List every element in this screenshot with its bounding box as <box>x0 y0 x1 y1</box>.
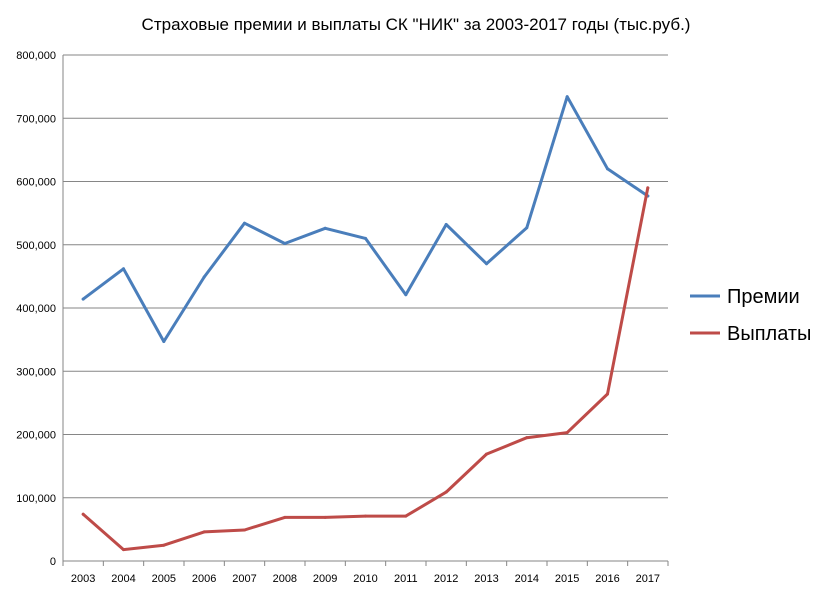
data-point <box>565 431 569 435</box>
y-tick-label: 700,000 <box>16 113 56 125</box>
data-point <box>364 236 367 240</box>
gridlines <box>63 54 668 499</box>
x-tick-label: 2014 <box>515 573 539 585</box>
data-point <box>202 275 206 279</box>
data-point <box>364 514 367 518</box>
x-tick-label: 2016 <box>595 573 619 585</box>
data-point <box>323 515 327 519</box>
data-point <box>404 514 408 518</box>
data-point <box>525 226 529 230</box>
y-tick-label: 300,000 <box>16 366 56 378</box>
y-tick-label: 600,000 <box>16 177 56 189</box>
x-tick-label: 2017 <box>636 573 660 585</box>
data-point <box>565 95 569 99</box>
data-point <box>81 297 85 301</box>
chart-title: Страховые премии и выплаты СК "НИК" за 2… <box>142 15 691 34</box>
x-tick-label: 2012 <box>434 573 458 585</box>
data-point <box>444 223 448 227</box>
y-tick-label: 200,000 <box>16 430 56 442</box>
data-point <box>122 267 125 271</box>
x-tick-label: 2006 <box>192 573 216 585</box>
axes: 0 100,000 200,000 300,000 400,000 500,000 600,… <box>16 50 669 585</box>
y-tick-label: 100,000 <box>16 493 56 505</box>
x-tick-label: 2009 <box>313 573 337 585</box>
data-point <box>485 262 488 266</box>
series-lines <box>81 95 650 552</box>
series-line-1 <box>81 95 650 343</box>
x-tick-label: 2005 <box>152 573 176 585</box>
data-point <box>202 530 206 534</box>
x-tick-label: 2008 <box>273 573 297 585</box>
data-point <box>606 167 609 171</box>
data-point <box>606 392 609 396</box>
legend: Премии Выплаты <box>690 286 811 345</box>
legend-label-2: Выплаты <box>727 323 811 345</box>
y-tick-label: 0 <box>50 556 56 568</box>
data-point <box>243 221 246 225</box>
data-point <box>525 436 529 440</box>
data-point <box>283 515 287 519</box>
x-tick-label: 2015 <box>555 573 579 585</box>
y-tick-label: 400,000 <box>16 303 56 315</box>
x-tick-label: 2007 <box>232 573 256 585</box>
data-point <box>404 293 408 297</box>
data-point <box>444 490 448 494</box>
data-point <box>162 543 166 547</box>
x-tick-label: 2013 <box>474 573 498 585</box>
series-line-2 <box>81 186 650 552</box>
y-tick-label: 500,000 <box>16 240 56 252</box>
y-tick-label: 800,000 <box>16 50 56 62</box>
x-tick-label: 2010 <box>353 573 377 585</box>
data-point <box>81 512 85 516</box>
data-point <box>283 241 287 245</box>
data-point <box>646 186 650 190</box>
x-tick-label: 2003 <box>71 573 95 585</box>
data-point <box>323 226 327 230</box>
legend-label-1: Премии <box>727 286 800 308</box>
data-point <box>162 340 166 344</box>
data-point <box>243 528 246 532</box>
x-tick-label: 2004 <box>111 573 135 585</box>
data-point <box>485 452 488 456</box>
x-tick-label: 2011 <box>394 573 418 585</box>
data-point <box>122 548 125 552</box>
